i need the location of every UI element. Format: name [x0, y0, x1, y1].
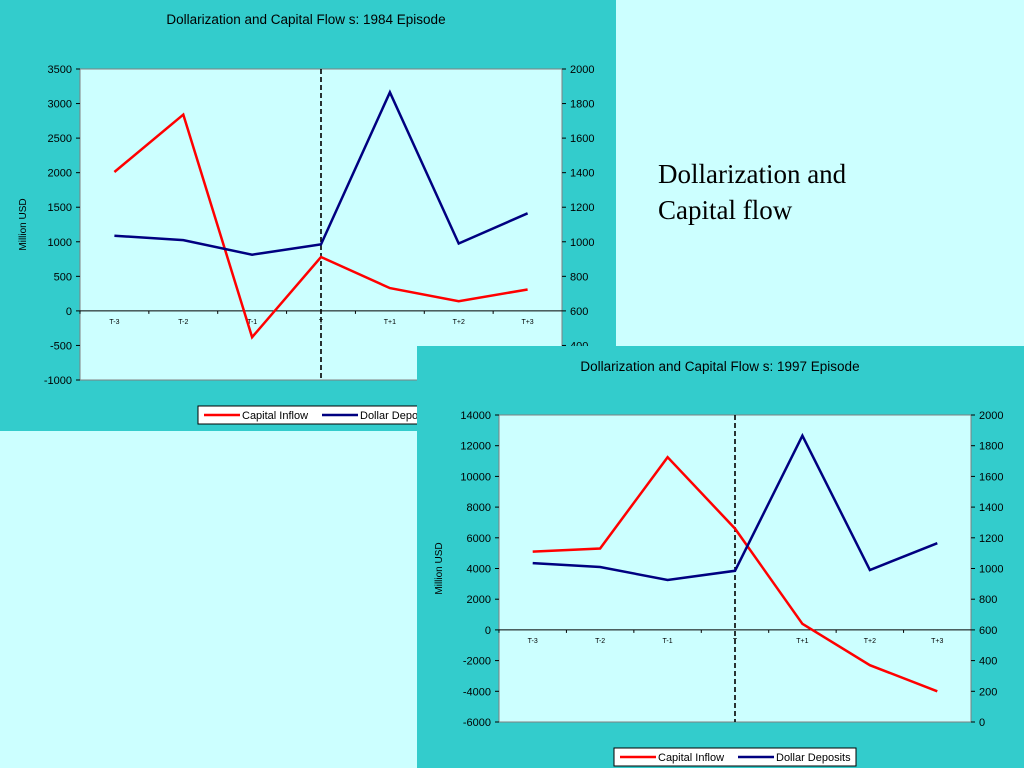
chart2-left-tick-label: 2000 — [467, 594, 491, 606]
chart2-category-label: T+3 — [931, 638, 943, 645]
chart2-category-label: T-3 — [528, 638, 538, 645]
chart2-right-tick-label: 1200 — [979, 533, 1003, 545]
chart2-right-tick-label: 1600 — [979, 471, 1003, 483]
chart2-right-tick-label: 800 — [979, 594, 997, 606]
slide-title-line-2: Capital flow — [658, 195, 793, 225]
chart1-legend-label: Capital Inflow — [242, 410, 308, 422]
chart1-left-tick-label: 3000 — [48, 99, 72, 111]
chart2-right-tick-label: 600 — [979, 625, 997, 637]
chart1-category-label: T — [319, 319, 324, 326]
chart2-legend-box — [613, 747, 857, 767]
chart1-category-label: T-2 — [178, 319, 188, 326]
chart2-title: Dollarization and Capital Flow s: 1997 E… — [580, 359, 859, 374]
chart2-left-tick-label: 10000 — [460, 471, 491, 483]
slide-title: Dollarization and Capital flow — [658, 156, 998, 228]
chart2-right-tick-label: 200 — [979, 686, 997, 698]
chart1-right-tick-label: 1800 — [570, 99, 594, 111]
chart1-category-label: T+3 — [521, 319, 533, 326]
chart1-left-tick-label: 1000 — [48, 237, 72, 249]
chart2-left-tick-label: 0 — [485, 625, 491, 637]
chart1-title: Dollarization and Capital Flow s: 1984 E… — [166, 12, 445, 27]
chart2-left-tick-label: 8000 — [467, 502, 491, 514]
chart1-left-tick-label: 2000 — [48, 168, 72, 180]
chart2-legend-label: Dollar Deposits — [776, 752, 851, 764]
chart2-left-tick-label: 6000 — [467, 533, 491, 545]
chart1-left-tick-label: 1500 — [48, 202, 72, 214]
chart1-right-tick-label: 1400 — [570, 168, 594, 180]
chart2-left-tick-label: 12000 — [460, 441, 491, 453]
chart1-series-line-capital-inflow — [113, 112, 528, 340]
chart-1997-svg: Dollarization and Capital Flow s: 1997 E… — [434, 359, 1003, 767]
chart1-right-tick-label: 1200 — [570, 202, 594, 214]
chart2-category-label: T-2 — [595, 638, 605, 645]
chart2-series-line-dollar-deposits — [532, 432, 938, 582]
chart-1984-episode: Dollarization and Capital Flow s: 1984 E… — [0, 0, 616, 431]
chart1-left-tick-label: 2500 — [48, 133, 72, 145]
chart2-right-tick-label: 2000 — [979, 410, 1003, 422]
chart1-right-tick-label: 800 — [570, 271, 588, 283]
chart2-y-axis-title: Million USD — [434, 542, 445, 594]
chart1-legend-label: Dollar Deposits — [360, 410, 435, 422]
chart1-left-tick-label: 500 — [54, 271, 72, 283]
chart1-right-tick-label: 1000 — [570, 237, 594, 249]
chart1-right-tick-label: 600 — [570, 306, 588, 318]
chart1-category-label: T+1 — [384, 319, 396, 326]
chart2-left-tick-label: -6000 — [463, 717, 491, 729]
chart2-legend-label: Capital Inflow — [658, 752, 724, 764]
chart2-left-tick-label: -2000 — [463, 656, 491, 668]
slide-title-line-1: Dollarization and — [658, 159, 847, 189]
chart1-y-axis-title: Million USD — [18, 198, 29, 250]
chart2-right-tick-label: 400 — [979, 656, 997, 668]
chart2-category-label: T-1 — [663, 638, 673, 645]
chart2-left-tick-label: 4000 — [467, 564, 491, 576]
chart1-legend: Capital Inflow Dollar Deposits — [197, 405, 471, 425]
chart1-left-tick-label: 3500 — [48, 64, 72, 76]
chart1-series-line-dollar-deposits — [114, 89, 529, 256]
chart1-left-tick-label: -500 — [50, 340, 72, 352]
chart2-right-tick-label: 1800 — [979, 441, 1003, 453]
chart2-series-line-capital-inflow — [532, 455, 938, 693]
chart2-category-label: T+2 — [864, 638, 876, 645]
chart2-category-label: T+1 — [796, 638, 808, 645]
chart2-legend: Capital Inflow Dollar Deposits — [613, 747, 857, 767]
chart1-right-tick-label: 2000 — [570, 64, 594, 76]
chart1-category-label: T-1 — [247, 319, 257, 326]
chart2-left-tick-label: 14000 — [460, 410, 491, 422]
chart1-left-tick-label: -1000 — [44, 375, 72, 387]
chart2-right-tick-label: 1400 — [979, 502, 1003, 514]
chart-1997-episode: Dollarization and Capital Flow s: 1997 E… — [417, 346, 1024, 768]
chart1-category-label: T+2 — [453, 319, 465, 326]
chart1-right-tick-label: 1600 — [570, 133, 594, 145]
chart2-right-tick-label: 1000 — [979, 564, 1003, 576]
chart2-right-tick-label: 0 — [979, 717, 985, 729]
chart2-left-tick-label: -4000 — [463, 686, 491, 698]
chart1-left-tick-label: 0 — [66, 306, 72, 318]
chart1-category-label: T-3 — [109, 319, 119, 326]
chart-1984-svg: Dollarization and Capital Flow s: 1984 E… — [18, 12, 594, 425]
